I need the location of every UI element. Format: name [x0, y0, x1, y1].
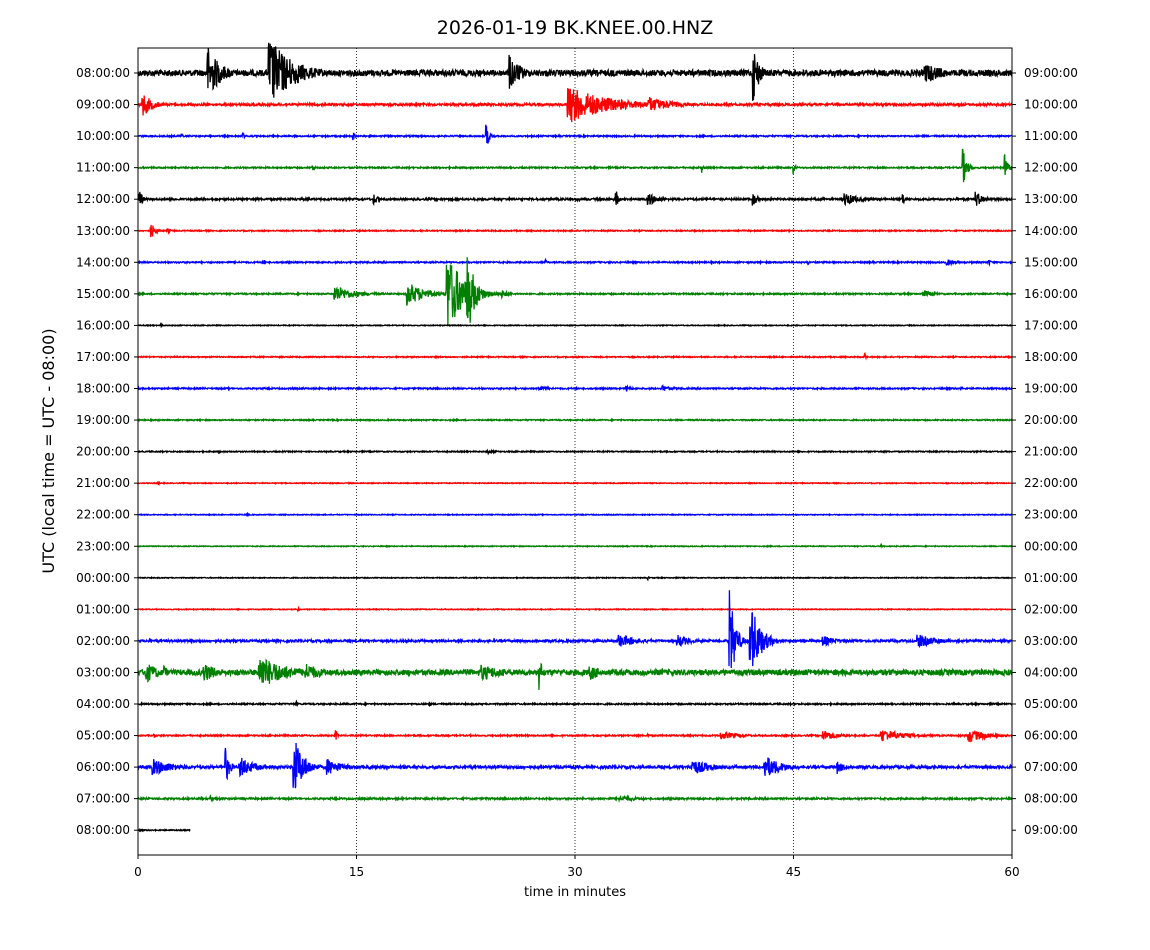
right-tick-label: 17:00:00 — [1024, 318, 1078, 332]
left-tick-label: 06:00:00 — [76, 760, 130, 774]
left-tick-label: 01:00:00 — [76, 602, 130, 616]
seismic-trace-row-5 — [137, 224, 1013, 238]
right-tick-label: 05:00:00 — [1024, 697, 1078, 711]
left-tick-label: 18:00:00 — [76, 382, 130, 396]
left-axis-group: 08:00:00 09:00:00 10:00:00 11:00:00 12:00:00… — [76, 66, 138, 837]
x-tick-label: 15 — [349, 865, 364, 879]
x-axis-group: 0 15 30 45 60 — [134, 855, 1020, 879]
x-tick-label: 0 — [134, 865, 142, 879]
traces-group — [137, 42, 1013, 833]
left-tick-label: 22:00:00 — [76, 508, 130, 522]
y-axis-label: UTC (local time = UTC - 08:00) — [39, 328, 58, 573]
x-tick-label: 30 — [567, 865, 582, 879]
right-tick-label: 13:00:00 — [1024, 192, 1078, 206]
seismic-trace-row-15 — [137, 542, 1013, 549]
right-tick-label: 09:00:00 — [1024, 823, 1078, 837]
right-axis-group: 09:00:00 10:00:00 11:00:00 12:00:00 13:00:00… — [1012, 66, 1078, 837]
right-tick-label: 06:00:00 — [1024, 729, 1078, 743]
seismic-trace-row-21 — [137, 729, 1013, 743]
seismic-trace-row-16 — [137, 575, 1013, 582]
seismic-trace-row-24 — [137, 827, 191, 833]
seismic-trace-row-3 — [137, 148, 1013, 183]
left-tick-label: 15:00:00 — [76, 287, 130, 301]
left-tick-label: 21:00:00 — [76, 476, 130, 490]
right-tick-label: 12:00:00 — [1024, 161, 1078, 175]
right-tick-label: 21:00:00 — [1024, 445, 1078, 459]
left-tick-label: 23:00:00 — [76, 539, 130, 553]
left-tick-label: 08:00:00 — [76, 823, 130, 837]
right-tick-label: 23:00:00 — [1024, 508, 1078, 522]
x-axis-label: time in minutes — [524, 885, 626, 900]
left-tick-label: 13:00:00 — [76, 224, 130, 238]
seismic-trace-row-22 — [137, 742, 1013, 789]
left-tick-label: 20:00:00 — [76, 445, 130, 459]
seismic-trace-row-9 — [137, 351, 1013, 361]
left-tick-label: 02:00:00 — [76, 634, 130, 648]
right-tick-label: 18:00:00 — [1024, 350, 1078, 364]
right-tick-label: 02:00:00 — [1024, 602, 1078, 616]
seismic-trace-row-18 — [137, 590, 1013, 669]
left-tick-label: 09:00:00 — [76, 98, 130, 112]
seismic-trace-row-6 — [137, 257, 1013, 267]
right-tick-label: 14:00:00 — [1024, 224, 1078, 238]
seismic-trace-row-19 — [137, 658, 1013, 690]
seismic-trace-row-14 — [137, 511, 1013, 517]
seismic-trace-row-20 — [137, 699, 1013, 708]
left-tick-label: 08:00:00 — [76, 66, 130, 80]
seismic-trace-row-11 — [137, 417, 1013, 423]
seismic-trace-row-1 — [137, 88, 1013, 123]
seismic-trace-row-4 — [137, 191, 1013, 207]
left-tick-label: 11:00:00 — [76, 161, 130, 175]
right-tick-label: 22:00:00 — [1024, 476, 1078, 490]
right-tick-label: 19:00:00 — [1024, 382, 1078, 396]
right-tick-label: 07:00:00 — [1024, 760, 1078, 774]
seismic-trace-row-7 — [137, 257, 1013, 327]
seismic-trace-row-23 — [137, 794, 1013, 803]
seismic-trace-row-2 — [137, 124, 1013, 144]
right-tick-label: 10:00:00 — [1024, 98, 1078, 112]
x-tick-label: 60 — [1004, 865, 1019, 879]
left-tick-label: 17:00:00 — [76, 350, 130, 364]
right-tick-label: 20:00:00 — [1024, 413, 1078, 427]
x-tick-label: 45 — [786, 865, 801, 879]
right-tick-label: 15:00:00 — [1024, 255, 1078, 269]
chart-title: 2026-01-19 BK.KNEE.00.HNZ — [437, 17, 713, 39]
seismic-trace-row-0 — [137, 42, 1013, 101]
right-tick-label: 16:00:00 — [1024, 287, 1078, 301]
left-tick-label: 07:00:00 — [76, 792, 130, 806]
left-tick-label: 00:00:00 — [76, 571, 130, 585]
seismic-trace-row-12 — [137, 448, 1013, 456]
left-tick-label: 12:00:00 — [76, 192, 130, 206]
left-tick-label: 14:00:00 — [76, 255, 130, 269]
right-tick-label: 04:00:00 — [1024, 665, 1078, 679]
left-tick-label: 16:00:00 — [76, 318, 130, 332]
right-tick-label: 03:00:00 — [1024, 634, 1078, 648]
left-tick-label: 10:00:00 — [76, 129, 130, 143]
seismic-trace-row-17 — [137, 605, 1013, 613]
left-tick-label: 19:00:00 — [76, 413, 130, 427]
right-tick-label: 08:00:00 — [1024, 792, 1078, 806]
left-tick-label: 03:00:00 — [76, 665, 130, 679]
seismic-trace-row-8 — [137, 322, 1013, 329]
right-tick-label: 09:00:00 — [1024, 66, 1078, 80]
right-tick-label: 11:00:00 — [1024, 129, 1078, 143]
seismic-trace-row-13 — [137, 480, 1013, 487]
seismic-trace-row-10 — [137, 384, 1013, 392]
gridlines-group — [356, 48, 794, 855]
left-tick-label: 05:00:00 — [76, 729, 130, 743]
left-tick-label: 04:00:00 — [76, 697, 130, 711]
right-tick-label: 01:00:00 — [1024, 571, 1078, 585]
right-tick-label: 00:00:00 — [1024, 539, 1078, 553]
